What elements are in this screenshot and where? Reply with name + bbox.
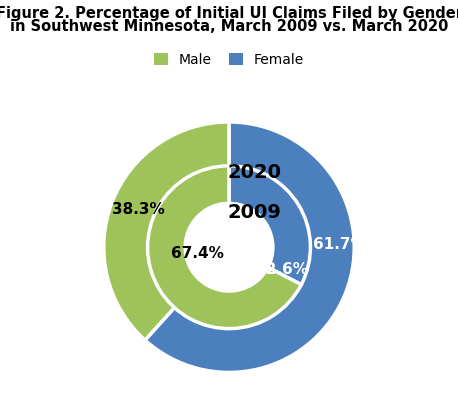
- Wedge shape: [104, 122, 229, 340]
- Text: 61.7%: 61.7%: [313, 237, 365, 252]
- Text: 67.4%: 67.4%: [171, 246, 224, 261]
- Wedge shape: [229, 166, 311, 285]
- Text: in Southwest Minnesota, March 2009 vs. March 2020: in Southwest Minnesota, March 2009 vs. M…: [10, 19, 448, 33]
- Text: Figure 2. Percentage of Initial UI Claims Filed by Gender: Figure 2. Percentage of Initial UI Claim…: [0, 6, 458, 21]
- Text: 2020: 2020: [227, 163, 281, 182]
- Text: 2009: 2009: [227, 203, 281, 222]
- Wedge shape: [145, 122, 354, 372]
- Text: 32.6%: 32.6%: [255, 262, 308, 277]
- Legend: Male, Female: Male, Female: [148, 47, 310, 73]
- Wedge shape: [147, 166, 301, 329]
- Text: 38.3%: 38.3%: [113, 202, 165, 217]
